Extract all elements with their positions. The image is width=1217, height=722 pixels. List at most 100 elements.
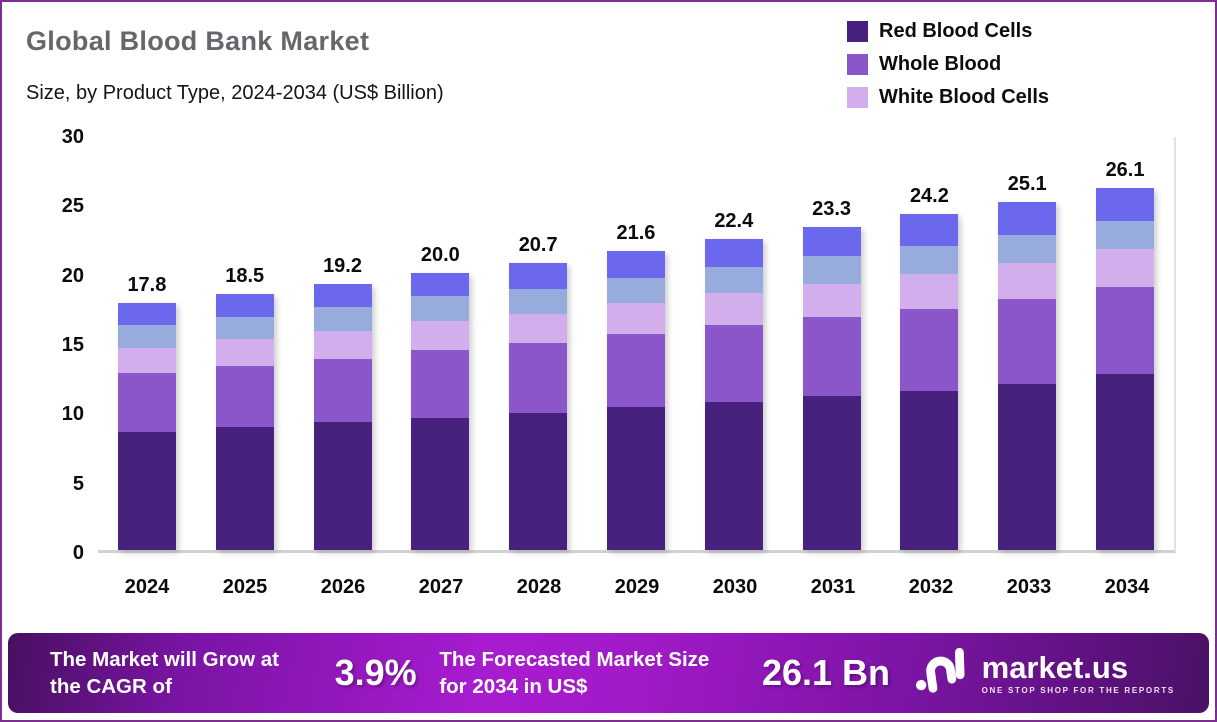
bar-segment[interactable] [215,293,274,318]
bar-segment[interactable] [313,422,372,550]
forecast-value: 26.1 Bn [761,652,890,693]
bar-segment[interactable] [704,401,763,550]
bar-column: 20.0 [391,244,489,550]
bar-column: 18.5 [196,265,294,550]
bar-segment[interactable] [1096,286,1155,374]
bar-segment[interactable] [215,426,274,550]
bar-segment[interactable] [313,358,372,423]
bar-segment[interactable] [215,339,274,366]
bar-segment[interactable] [900,274,959,309]
bar-segment[interactable] [509,289,568,315]
stacked-bar[interactable] [704,239,763,550]
bar-segment[interactable] [606,250,665,279]
cagr-value: 3.9% [334,652,417,693]
bar-total-label: 24.2 [909,185,949,208]
stacked-bar[interactable] [509,263,568,550]
x-axis-label: 2027 [418,576,464,598]
bar-total-label: 23.3 [812,197,852,220]
bar-segment[interactable] [1096,373,1155,550]
bar-segment[interactable] [704,267,763,294]
bar-segment[interactable] [802,226,861,257]
bar-segment[interactable] [411,272,470,297]
cagr-text: The Market will Grow at the CAGR of [50,647,279,698]
bar-segment[interactable] [117,325,176,348]
bar-segment[interactable] [900,214,959,247]
bar-segment[interactable] [802,317,861,397]
bar-segment[interactable] [313,283,372,308]
marketus-logo-icon [913,645,969,702]
stacked-bar[interactable] [1096,188,1155,550]
bar-segment[interactable] [313,330,372,359]
bar-segment[interactable] [117,347,176,373]
stacked-bar[interactable] [900,214,959,550]
bar-segment[interactable] [704,325,763,402]
x-axis-label: 2031 [810,576,856,598]
bar-column: 19.2 [294,255,392,550]
bar-segment[interactable] [704,293,763,326]
stacked-bar[interactable] [117,303,176,550]
bar-segment[interactable] [802,396,861,550]
bar-segment[interactable] [117,372,176,433]
stacked-bar[interactable] [606,250,665,550]
bar-column: 21.6 [587,222,685,550]
bar-segment[interactable] [606,303,665,334]
legend-item[interactable]: White Blood Cells [847,86,1049,109]
stacked-bar[interactable] [215,293,274,550]
legend-item[interactable]: Red Blood Cells [847,20,1049,43]
bar-column: 23.3 [783,198,881,550]
bar-segment[interactable] [606,333,665,408]
legend-swatch-icon [847,54,868,75]
stacked-bar[interactable] [313,283,372,550]
bar-total-label: 17.8 [127,274,167,297]
bar-segment[interactable] [509,263,568,290]
bar-segment[interactable] [900,246,959,275]
y-tick-label: 5 [72,472,84,495]
bar-total-label: 26.1 [1105,159,1145,182]
bar-segment[interactable] [802,256,861,284]
bar-column: 22.4 [685,210,783,550]
y-tick-label: 30 [61,126,84,148]
bar-segment[interactable] [606,407,665,550]
bar-column: 24.2 [881,185,979,550]
y-axis: 30 25 20 15 10 5 0 [22,126,84,564]
bar-segment[interactable] [509,343,568,413]
bar-segment[interactable] [215,317,274,340]
bar-segment[interactable] [998,262,1057,300]
bar-segment[interactable] [411,418,470,550]
bar-segment[interactable] [802,283,861,318]
bar-segment[interactable] [1096,188,1155,222]
bar-segment[interactable] [215,365,274,427]
y-tick-label: 15 [61,334,84,356]
bar-total-label: 22.4 [714,210,754,233]
bar-segment[interactable] [900,390,959,550]
bar-segment[interactable] [117,432,176,550]
bar-segment[interactable] [509,314,568,344]
legend-swatch-icon [847,21,868,42]
bar-segment[interactable] [411,321,470,351]
bar-segment[interactable] [117,303,176,326]
legend: Red Blood Cells Whole Blood White Blood Ce… [847,20,1049,109]
bar-segment[interactable] [509,412,568,550]
bar-segment[interactable] [998,383,1057,550]
stacked-bar[interactable] [802,226,861,550]
bar-segment[interactable] [900,308,959,391]
legend-item[interactable]: Whole Blood [847,53,1049,76]
marketus-logo[interactable]: market.us ONE STOP SHOP FOR THE REPORTS [913,645,1175,702]
legend-swatch-icon [847,87,868,108]
bar-segment[interactable] [1096,249,1155,287]
bar-segment[interactable] [998,235,1057,263]
bar-segment[interactable] [606,278,665,304]
bar-segment[interactable] [411,350,470,419]
bar-segment[interactable] [704,239,763,268]
bar-segment[interactable] [998,202,1057,236]
stacked-bar[interactable] [998,202,1057,550]
bar-column: 26.1 [1076,159,1174,550]
bar-column: 25.1 [978,173,1076,550]
bar-segment[interactable] [313,307,372,331]
stacked-bar[interactable] [411,272,470,550]
bar-segment[interactable] [998,299,1057,384]
bar-segment[interactable] [411,296,470,322]
bar-segment[interactable] [1096,221,1155,250]
forecast-text: The Forecasted Market Size for 2034 in U… [439,647,710,698]
